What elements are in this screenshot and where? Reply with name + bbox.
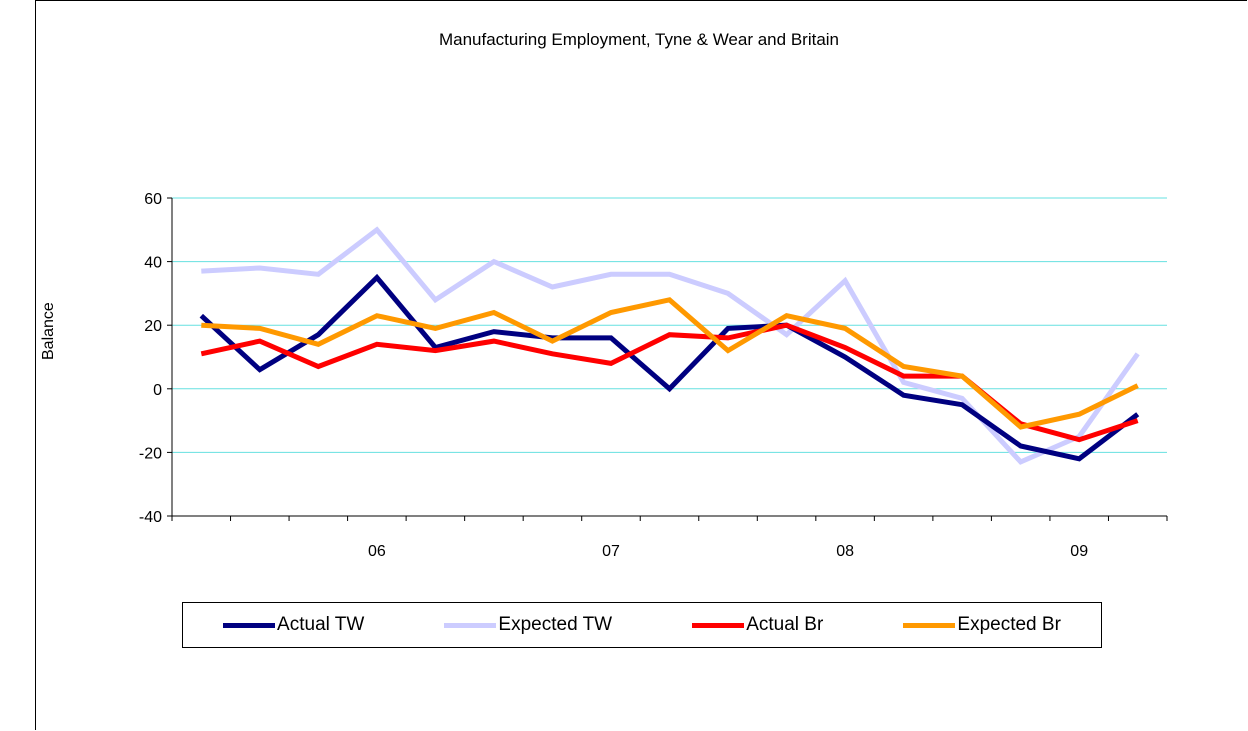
x-tick-label: 08 [836, 543, 854, 560]
y-tick-label: -20 [139, 445, 162, 462]
chart-title: Manufacturing Employment, Tyne & Wear an… [438, 30, 839, 49]
series-line-actual-br [200, 322, 1139, 443]
chart-legend: Actual TW Expected TW Actual Br Expected… [182, 602, 1102, 648]
legend-item-expected-br: Expected Br [903, 614, 1061, 636]
legend-swatch-actual-tw [223, 622, 276, 628]
legend-item-expected-tw: Expected TW [444, 614, 612, 636]
y-tick-label: 40 [144, 255, 162, 272]
y-tick-label: 0 [153, 382, 162, 399]
legend-label-expected-tw: Expected TW [498, 614, 613, 635]
legend-swatch-expected-tw [444, 622, 497, 628]
series-line-expected-br [201, 297, 1139, 430]
legend-swatch-expected-br [903, 622, 956, 628]
legend-item-actual-br: Actual Br [692, 614, 823, 636]
y-tick-label: 60 [144, 191, 162, 208]
series-line-actual-tw [199, 273, 1140, 462]
legend-label-actual-tw: Actual TW [277, 614, 365, 635]
legend-item-actual-tw: Actual TW [223, 614, 364, 636]
legend-label-expected-br: Expected Br [957, 614, 1061, 635]
x-tick-label: 06 [368, 543, 386, 560]
x-tick-label: 07 [602, 543, 620, 560]
y-tick-label: -40 [139, 509, 162, 526]
x-tick-label: 09 [1070, 543, 1088, 560]
legend-swatch-actual-br [692, 622, 745, 628]
y-tick-label: 20 [144, 318, 162, 335]
legend-label-actual-br: Actual Br [746, 614, 824, 635]
